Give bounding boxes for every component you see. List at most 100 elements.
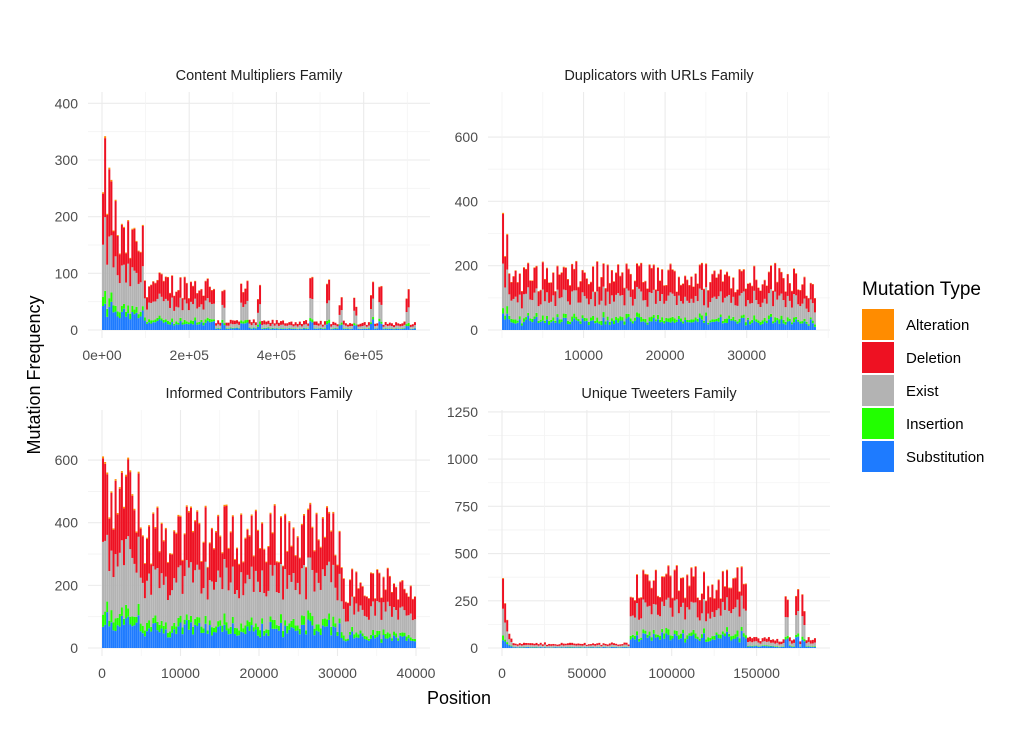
bar-segment-deletion	[376, 323, 379, 326]
bar-segment-deletion	[401, 323, 404, 326]
bar-segment-substitution	[185, 323, 188, 330]
bar-segment-deletion	[118, 488, 121, 553]
bar-segment-insertion	[376, 631, 379, 637]
bar-segment-exist	[575, 645, 578, 648]
bar-segment-deletion	[271, 533, 274, 576]
bar-segment-deletion	[332, 321, 335, 326]
bar-segment-deletion	[120, 224, 123, 266]
stacked-bar	[512, 276, 515, 330]
bar-segment-insertion	[772, 321, 775, 324]
stacked-bar	[726, 271, 729, 330]
bar-segment-exist	[133, 563, 136, 617]
bar-segment-deletion	[571, 264, 574, 292]
bar-segment-substitution	[217, 328, 220, 330]
bar-segment-exist	[369, 606, 372, 636]
bar-segment-exist	[700, 613, 703, 635]
bar-segment-substitution	[122, 624, 125, 648]
bar-segment-exist	[137, 536, 140, 604]
bar-segment-exist	[604, 305, 607, 322]
bar-segment-insertion	[790, 322, 793, 325]
bar-segment-exist	[669, 292, 672, 318]
bar-segment-exist	[227, 325, 230, 329]
bar-segment-deletion	[250, 515, 253, 567]
stacked-bar	[175, 291, 178, 330]
bar-segment-substitution	[803, 641, 806, 648]
stacked-bar	[531, 280, 534, 330]
stacked-bar	[696, 283, 699, 330]
bar-segment-substitution	[642, 321, 645, 330]
bar-segment-insertion	[355, 324, 358, 326]
bar-segment-insertion	[801, 321, 804, 324]
bar-segment-deletion	[594, 292, 597, 307]
bar-segment-substitution	[206, 633, 209, 648]
bar-segment-substitution	[338, 325, 341, 330]
bar-segment-deletion	[344, 323, 347, 326]
bar-segment-insertion	[210, 319, 213, 322]
bar-segment-exist	[120, 265, 123, 306]
bar-segment-alteration	[560, 272, 563, 273]
bar-segment-substitution	[363, 328, 366, 330]
bar-segment-exist	[284, 569, 287, 621]
bar-segment-deletion	[307, 323, 310, 326]
bar-segment-exist	[746, 300, 749, 318]
stacked-bar	[566, 643, 569, 648]
stacked-bar	[656, 595, 659, 648]
bar-segment-deletion	[656, 267, 659, 292]
bar-segment-alteration	[319, 546, 322, 548]
bar-segment-exist	[309, 298, 312, 319]
bar-segment-alteration	[129, 257, 132, 259]
stacked-bar	[242, 561, 245, 648]
bar-segment-substitution	[761, 323, 764, 330]
stacked-bar	[279, 516, 282, 648]
bar-segment-deletion	[133, 510, 136, 564]
bar-segment-alteration	[183, 533, 186, 535]
bar-segment-substitution	[543, 647, 546, 648]
bar-segment-substitution	[531, 322, 534, 330]
bar-segment-exist	[769, 289, 772, 314]
bar-segment-substitution	[357, 637, 360, 648]
bar-segment-alteration	[636, 263, 639, 264]
bar-segment-deletion	[740, 271, 743, 293]
stacked-bar	[688, 585, 691, 648]
bar-segment-exist	[675, 599, 678, 631]
bar-segment-deletion	[187, 512, 190, 568]
bar-segment-deletion	[522, 642, 525, 646]
bar-segment-alteration	[738, 269, 741, 270]
bar-segment-exist	[587, 304, 590, 322]
stacked-bar	[652, 264, 655, 330]
bar-segment-substitution	[344, 328, 347, 330]
bar-segment-alteration	[279, 516, 282, 518]
bar-segment-deletion	[336, 324, 339, 327]
bar-segment-insertion	[108, 620, 111, 627]
bar-segment-exist	[694, 295, 697, 318]
bar-segment-alteration	[116, 235, 119, 236]
bar-segment-insertion	[332, 616, 335, 627]
stacked-bar	[782, 639, 785, 648]
bar-segment-deletion	[761, 284, 764, 303]
bar-segment-exist	[108, 236, 111, 299]
stacked-bar	[510, 638, 513, 648]
stacked-bar	[772, 290, 775, 330]
bar-segment-deletion	[187, 298, 190, 311]
bar-segment-substitution	[185, 620, 188, 648]
bar-segment-deletion	[587, 284, 590, 305]
bar-segment-insertion	[154, 319, 157, 323]
bar-segment-exist	[399, 607, 402, 633]
bar-segment-exist	[543, 301, 546, 321]
bar-segment-substitution	[807, 646, 810, 648]
bar-segment-alteration	[801, 594, 804, 595]
bar-segment-insertion	[541, 315, 544, 321]
bar-segment-exist	[688, 609, 691, 634]
bar-segment-deletion	[139, 528, 142, 578]
bar-segment-substitution	[571, 647, 574, 648]
bar-segment-substitution	[127, 313, 130, 330]
bar-segment-exist	[263, 324, 266, 328]
bar-segment-insertion	[330, 626, 333, 636]
stacked-bar	[326, 283, 329, 330]
bar-segment-substitution	[659, 322, 662, 330]
bar-segment-substitution	[518, 647, 521, 648]
stacked-bar	[194, 520, 197, 648]
bar-segment-exist	[114, 256, 117, 306]
bar-segment-insertion	[677, 315, 680, 320]
bar-segment-alteration	[146, 537, 149, 539]
